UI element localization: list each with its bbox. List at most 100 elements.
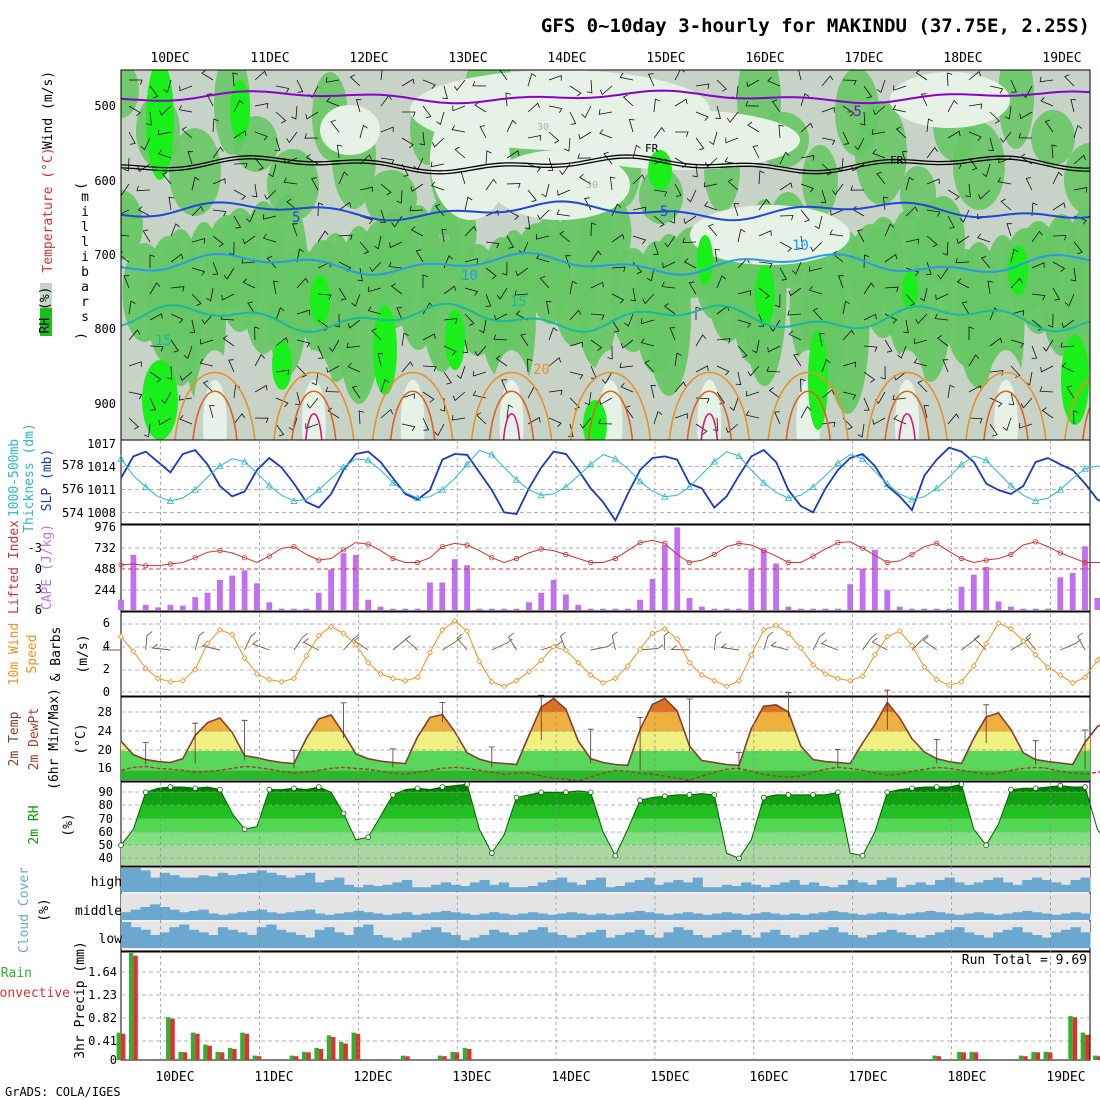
wind-barb	[919, 287, 928, 302]
cloud-bar	[479, 935, 490, 948]
cloud-bar	[905, 913, 917, 920]
rh-light-layer	[192, 70, 1090, 440]
cloud-bar	[508, 887, 519, 892]
wind-barb	[368, 286, 382, 293]
wind-barb	[800, 122, 813, 133]
wind-barb	[346, 342, 361, 349]
wind-speed-point	[216, 626, 223, 633]
cape-bar	[637, 599, 643, 610]
cloud-bar	[121, 912, 132, 920]
cloud-bar	[702, 914, 713, 920]
wind-barb	[485, 178, 497, 191]
wind-speed-point	[550, 643, 557, 650]
wind-barb	[501, 379, 508, 393]
thickness-point	[735, 452, 743, 459]
cloud-bar	[547, 932, 558, 948]
wind-barb	[609, 176, 616, 191]
wind-barb	[1060, 342, 1075, 348]
cloud-bar	[838, 884, 849, 892]
rh-moist-patch	[373, 305, 397, 395]
li-tick: 0	[35, 562, 42, 576]
rh-legend-swatch	[40, 308, 52, 336]
wind-barb	[745, 100, 760, 107]
precip-conv-bar	[454, 1052, 460, 1060]
wind-barb	[1008, 391, 1015, 406]
wind-speed-point	[847, 677, 854, 684]
wind-barb	[179, 415, 193, 425]
cape-bar	[649, 579, 656, 610]
wind-barb	[401, 423, 416, 432]
wind-speed-point	[389, 675, 396, 682]
wind-barb	[306, 397, 319, 409]
li-point	[588, 559, 594, 566]
rh2m-line	[120, 783, 1100, 860]
wind-barb	[268, 163, 277, 178]
contour-label-15: 15	[155, 333, 172, 349]
precip-conv-bar	[1072, 1017, 1078, 1060]
rh2m-point	[835, 789, 841, 796]
date-label: 17DEC	[844, 51, 883, 66]
cloud-bar	[983, 880, 994, 892]
slp-axis-label: SLP (mb)	[40, 449, 55, 512]
cloud-bar	[1002, 882, 1013, 892]
rh-region	[639, 168, 683, 224]
wind-barb	[947, 413, 960, 425]
wind-barb	[607, 345, 613, 360]
wind-barb	[876, 171, 886, 185]
minmax-bar	[1082, 729, 1089, 770]
cloud-bar	[809, 913, 820, 920]
wind-barb	[599, 85, 613, 96]
wind-barb	[707, 223, 718, 237]
wind-barb	[872, 149, 886, 159]
cloud-bar	[935, 912, 946, 920]
wind10m-barb	[922, 636, 937, 651]
wind-barb	[338, 201, 352, 211]
wind-barb	[347, 319, 361, 329]
cape-bar	[266, 602, 273, 610]
li-point	[1033, 539, 1039, 545]
wind-barb	[735, 371, 742, 386]
precip-conv-bar	[294, 1056, 299, 1060]
wind-barb	[779, 215, 794, 221]
wind-barb	[716, 79, 728, 92]
wind-barb	[275, 111, 287, 124]
cloud-bar	[324, 880, 335, 892]
wind-barb	[620, 382, 634, 393]
wind-barb	[436, 111, 445, 126]
top-date-labels: 10DEC 11DEC 12DEC 13DEC 14DEC 15DEC 16DE…	[150, 51, 1081, 66]
cloud-bar	[266, 912, 277, 920]
wind-barb	[390, 283, 403, 295]
cloud-bar	[789, 913, 800, 920]
wind-barb	[664, 235, 676, 248]
wind-barb	[590, 250, 602, 263]
cloud-bar	[353, 927, 364, 948]
wind-barb	[241, 258, 256, 264]
wind-barb	[291, 105, 298, 120]
thickness-point	[685, 483, 694, 490]
wind-barb	[434, 423, 445, 437]
wind-barb	[632, 174, 645, 185]
cloud-bar	[130, 909, 141, 920]
wind-barb	[1002, 417, 1012, 431]
wind-speed-point	[167, 678, 174, 685]
pressure-tick: 500	[94, 99, 116, 113]
contour-20	[470, 371, 553, 440]
wind-barb	[737, 228, 746, 243]
thickness-point	[463, 460, 471, 468]
wind-barb	[559, 230, 571, 243]
wind-barb	[212, 209, 227, 217]
wind-barb	[674, 413, 688, 419]
wind-speed-point	[1032, 651, 1039, 658]
wind-barb	[977, 233, 991, 243]
cloud-bar	[673, 927, 684, 948]
rh2m-axis-label: 2m RH	[27, 805, 42, 844]
precip-axis-label: Total / Rain	[0, 966, 32, 981]
cloud-bar	[653, 913, 665, 920]
wind-barb	[473, 370, 487, 377]
cloud-bar	[411, 914, 422, 920]
wind-barb	[769, 319, 781, 332]
cloud-bar	[372, 935, 384, 948]
thickness-tick: 576	[62, 482, 84, 496]
cloud-bar	[770, 884, 781, 892]
wind-barb	[821, 137, 836, 146]
